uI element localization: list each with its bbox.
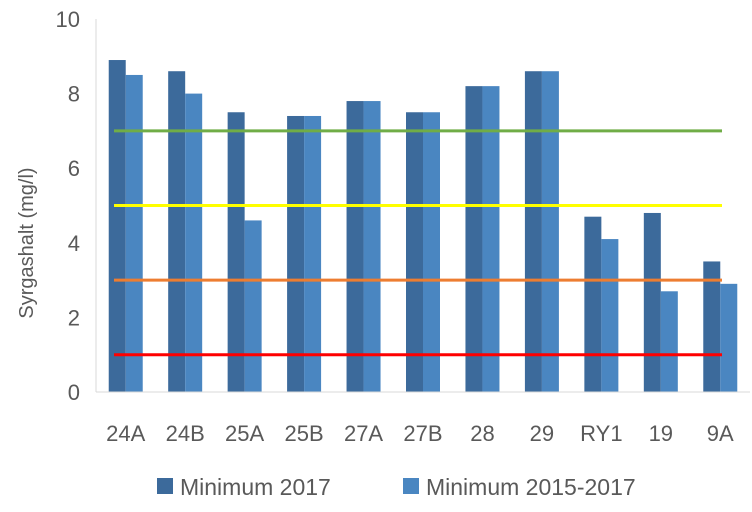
x-tick-label: 28: [470, 421, 494, 446]
y-tick-label: 0: [68, 380, 80, 405]
bar-minimum-2015-2017-25b: [304, 115, 322, 392]
bar-minimum-2015-2017-25a: [244, 220, 262, 392]
bar-minimum-2015-2017-28: [482, 86, 500, 392]
bar-minimum-2015-2017-24b: [185, 93, 203, 392]
x-tick-label: 19: [649, 421, 673, 446]
bar-minimum-2017-27b: [406, 112, 423, 392]
y-tick-labels: 0 2 4 6 8 10: [56, 7, 80, 405]
x-tick-label: 24A: [106, 421, 145, 446]
x-tick-label: 25A: [225, 421, 264, 446]
x-tick-label: 29: [530, 421, 554, 446]
bars-group: [108, 60, 738, 392]
x-tick-label: 27B: [403, 421, 442, 446]
legend-label: Minimum 2017: [180, 474, 331, 500]
bar-minimum-2017-24b: [168, 71, 186, 392]
y-tick-label: 2: [68, 305, 80, 330]
reference-lines-group: [114, 129, 722, 357]
x-tick-labels: 24A 24B 25A 25B 27A 27B 28 29 RY1 19 9A: [106, 421, 734, 446]
bar-minimum-2017-25b: [287, 115, 305, 392]
bar-minimum-2017-19: [643, 212, 661, 392]
x-tick-label: 9A: [707, 421, 734, 446]
y-tick-label: 8: [68, 82, 80, 107]
bar-minimum-2017-29: [524, 71, 542, 392]
bar-minimum-2015-2017-24a: [125, 74, 143, 392]
legend-swatch: [403, 478, 419, 494]
legend-swatch: [157, 478, 173, 494]
y-axis-label: Syrgashalt (mg/l): [16, 167, 38, 318]
bar-minimum-2015-2017-27b: [423, 112, 440, 392]
bar-minimum-2015-2017-19: [660, 291, 678, 392]
x-tick-label: 24B: [166, 421, 205, 446]
y-tick-label: 4: [68, 231, 80, 256]
bar-minimum-2015-2017-29: [541, 71, 559, 392]
bar-minimum-2017-28: [465, 86, 483, 392]
y-tick-label: 6: [68, 156, 80, 181]
x-tick-label: RY1: [580, 421, 622, 446]
bar-minimum-2015-2017-27a: [363, 101, 381, 392]
legend-label: Minimum 2015-2017: [426, 474, 636, 500]
bar-minimum-2015-2017-ry1: [601, 239, 619, 392]
bar-minimum-2017-25a: [227, 112, 245, 392]
y-tick-label: 10: [56, 7, 80, 32]
bar-minimum-2015-2017-9a: [720, 283, 738, 392]
legend: Minimum 2017 Minimum 2015-2017: [157, 474, 636, 500]
x-tick-label: 27A: [344, 421, 383, 446]
x-tick-label: 25B: [285, 421, 324, 446]
bar-minimum-2017-9a: [703, 261, 721, 392]
bar-minimum-2017-27a: [346, 101, 364, 392]
bar-minimum-2017-24a: [108, 60, 126, 392]
bar-minimum-2017-ry1: [584, 216, 602, 392]
